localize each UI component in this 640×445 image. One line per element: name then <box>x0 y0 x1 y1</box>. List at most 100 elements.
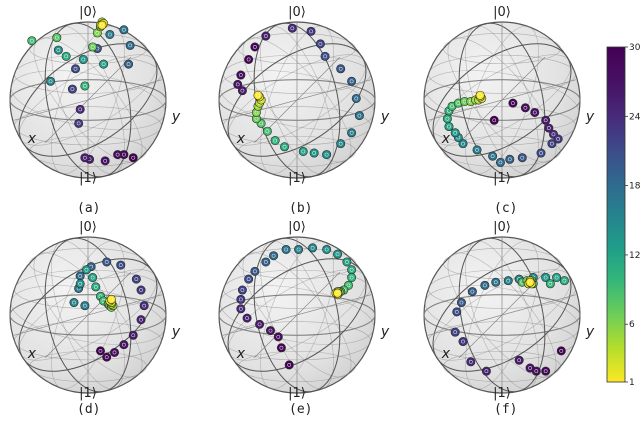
great-circle <box>227 258 367 372</box>
great-circle <box>18 43 158 157</box>
colorbar-tick-label: 6 <box>629 320 635 330</box>
state-point <box>320 51 330 61</box>
state-point <box>525 363 535 373</box>
state-point <box>106 294 116 304</box>
state-point <box>552 273 562 283</box>
state-point <box>237 285 247 295</box>
state-point <box>347 265 357 275</box>
y-axis-label: y <box>171 324 181 340</box>
state-point <box>458 139 468 149</box>
longitude-ring <box>260 25 334 175</box>
state-point <box>480 280 490 290</box>
state-point <box>261 257 271 267</box>
y-axis-label: y <box>171 109 181 125</box>
state-point <box>128 330 138 340</box>
state-point <box>442 114 452 124</box>
state-point <box>236 294 246 304</box>
y-axis-label: y <box>585 324 595 340</box>
panel-caption: (f) <box>494 402 517 417</box>
colorbar-tick-label: 18 <box>629 182 640 192</box>
state-point <box>242 313 252 323</box>
state-point <box>276 343 286 353</box>
ket-one-label: |1⟩ <box>288 171 306 186</box>
ket-one-label: |1⟩ <box>79 386 97 401</box>
x-axis-label: x <box>441 131 451 147</box>
state-point <box>467 287 477 297</box>
y-axis-label: y <box>380 324 390 340</box>
state-point <box>102 257 112 267</box>
state-point <box>102 352 112 362</box>
state-point <box>119 25 129 35</box>
panel-caption: (e) <box>289 402 312 417</box>
state-point <box>541 115 551 125</box>
state-point <box>298 146 308 156</box>
state-point <box>475 90 485 100</box>
ket-one-label: |1⟩ <box>493 171 511 186</box>
state-point <box>541 273 551 283</box>
state-point <box>450 128 460 138</box>
state-point <box>125 40 135 50</box>
state-point <box>520 103 530 113</box>
longitude-ring <box>465 25 539 175</box>
state-point <box>545 279 555 289</box>
state-point <box>244 54 254 64</box>
state-point <box>556 346 566 356</box>
colorbar-tick-label: 12 <box>629 251 640 261</box>
x-axis-line <box>44 56 132 144</box>
y-axis-label: y <box>585 109 595 125</box>
state-point <box>80 301 90 311</box>
great-circle <box>44 22 132 178</box>
great-circle <box>432 258 572 372</box>
state-point <box>265 326 275 336</box>
panel-caption: (d) <box>77 402 100 417</box>
longitude-ring <box>424 70 580 130</box>
longitude-ring <box>260 240 334 390</box>
x-axis-label: x <box>236 346 246 362</box>
state-point <box>458 337 468 347</box>
state-point <box>503 276 513 286</box>
colorbar-tick-label: 24 <box>629 112 640 122</box>
state-point <box>237 86 247 96</box>
state-point <box>336 139 346 149</box>
panel-caption: (a) <box>77 201 100 216</box>
state-point <box>322 150 332 160</box>
state-point <box>80 81 90 91</box>
longitude-ring <box>51 25 125 175</box>
longitude-ring <box>219 70 375 130</box>
state-point <box>81 265 91 275</box>
state-point <box>505 154 515 164</box>
ket-one-label: |1⟩ <box>493 386 511 401</box>
x-axis-label: x <box>441 346 451 362</box>
longitude-ring <box>219 285 375 345</box>
state-point <box>273 332 283 342</box>
state-point <box>250 266 260 276</box>
ket-one-label: |1⟩ <box>79 171 97 186</box>
state-point <box>233 79 243 89</box>
state-point <box>559 276 569 286</box>
state-point <box>67 84 77 94</box>
longitude-ring <box>33 37 143 163</box>
state-point <box>488 151 498 161</box>
panel-caption: (b) <box>289 201 312 216</box>
colorbar: 30 24 18 12 6 1 <box>606 43 640 388</box>
state-point <box>131 274 141 284</box>
state-point <box>119 340 129 350</box>
state-point <box>88 273 98 283</box>
state-point <box>99 59 109 69</box>
state-point <box>315 39 325 49</box>
ket-zero-label: |0⟩ <box>288 5 306 20</box>
state-point <box>88 42 98 52</box>
state-point <box>53 45 63 55</box>
state-point <box>481 366 491 376</box>
state-point <box>322 244 332 254</box>
longitude-ring <box>242 37 352 163</box>
state-point <box>284 360 294 370</box>
state-point <box>78 54 88 64</box>
bloch-sphere-panel: |0⟩ |1⟩ x y (d) <box>9 220 181 417</box>
state-point <box>553 134 563 144</box>
longitude-ring <box>260 25 334 175</box>
state-point <box>100 156 110 166</box>
state-point <box>544 123 554 133</box>
x-axis-line <box>458 56 546 144</box>
